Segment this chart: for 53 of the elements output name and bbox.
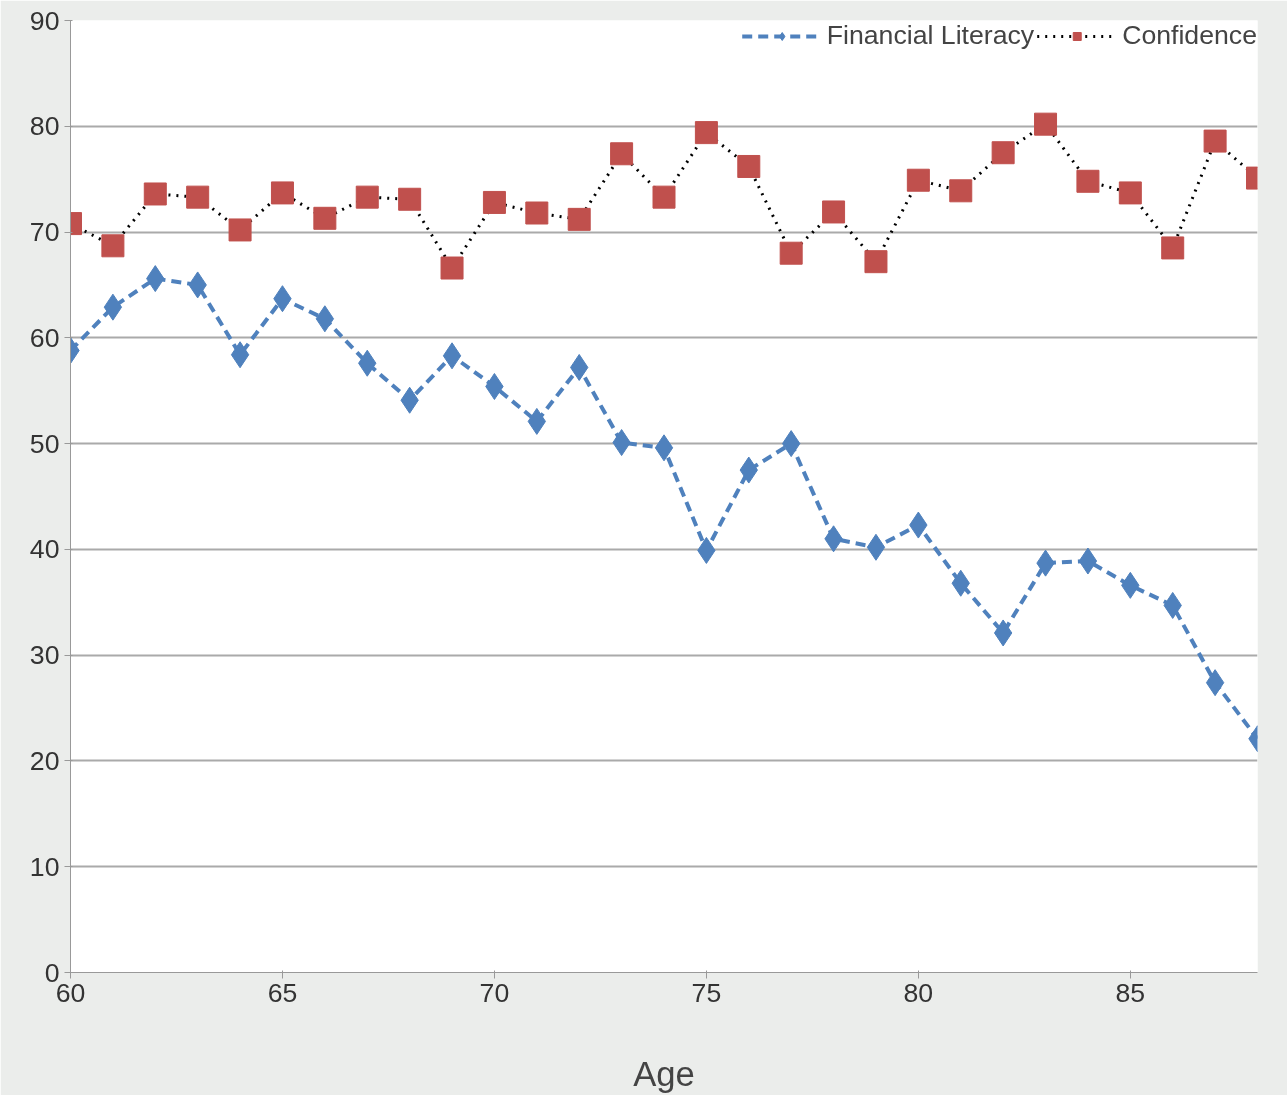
point — [993, 619, 1013, 647]
point — [654, 434, 674, 462]
x-tick-label: 85 — [1115, 977, 1146, 1008]
y-tick-label: 60 — [29, 322, 60, 353]
point — [1078, 547, 1098, 575]
point — [652, 185, 676, 209]
point — [398, 187, 422, 211]
y-tick-label: 30 — [29, 640, 60, 671]
point — [864, 250, 888, 274]
point — [186, 185, 210, 209]
point — [442, 342, 462, 370]
x-tick-label: 75 — [691, 977, 722, 1008]
y-tick-label: 20 — [29, 745, 60, 776]
point — [737, 154, 761, 178]
point — [949, 179, 973, 203]
y-tick-label: 10 — [29, 851, 60, 882]
x-axis-title: Age — [633, 1054, 695, 1093]
y-tick-label: 70 — [29, 217, 60, 248]
point — [1076, 169, 1100, 193]
point — [313, 206, 337, 230]
point — [1034, 112, 1058, 136]
point — [906, 168, 930, 192]
legend-label: Confidence — [1122, 20, 1257, 51]
y-tick-label: 50 — [29, 428, 60, 459]
point — [822, 200, 846, 224]
x-tick-label: 80 — [903, 977, 934, 1008]
x-tick-label: 70 — [479, 977, 510, 1008]
point — [315, 305, 335, 333]
point — [482, 190, 506, 214]
point — [103, 293, 123, 321]
point — [270, 181, 294, 205]
point — [355, 185, 379, 209]
point — [991, 141, 1015, 165]
y-tick-label: 80 — [29, 111, 60, 142]
point — [230, 341, 250, 369]
point — [694, 121, 718, 145]
y-tick-label: 40 — [29, 534, 60, 565]
point — [1161, 236, 1185, 260]
point — [143, 182, 167, 206]
point — [779, 241, 803, 265]
point — [101, 234, 125, 258]
point — [525, 201, 549, 225]
point — [1203, 129, 1227, 153]
y-tick-label: 90 — [29, 5, 60, 36]
point — [866, 533, 886, 561]
point — [440, 256, 464, 280]
x-tick-label: 65 — [267, 977, 298, 1008]
legend-label: Financial Literacy — [826, 20, 1035, 51]
point — [567, 207, 591, 231]
point — [228, 218, 252, 242]
point — [610, 142, 634, 166]
point — [1118, 181, 1142, 205]
point — [1205, 669, 1225, 697]
